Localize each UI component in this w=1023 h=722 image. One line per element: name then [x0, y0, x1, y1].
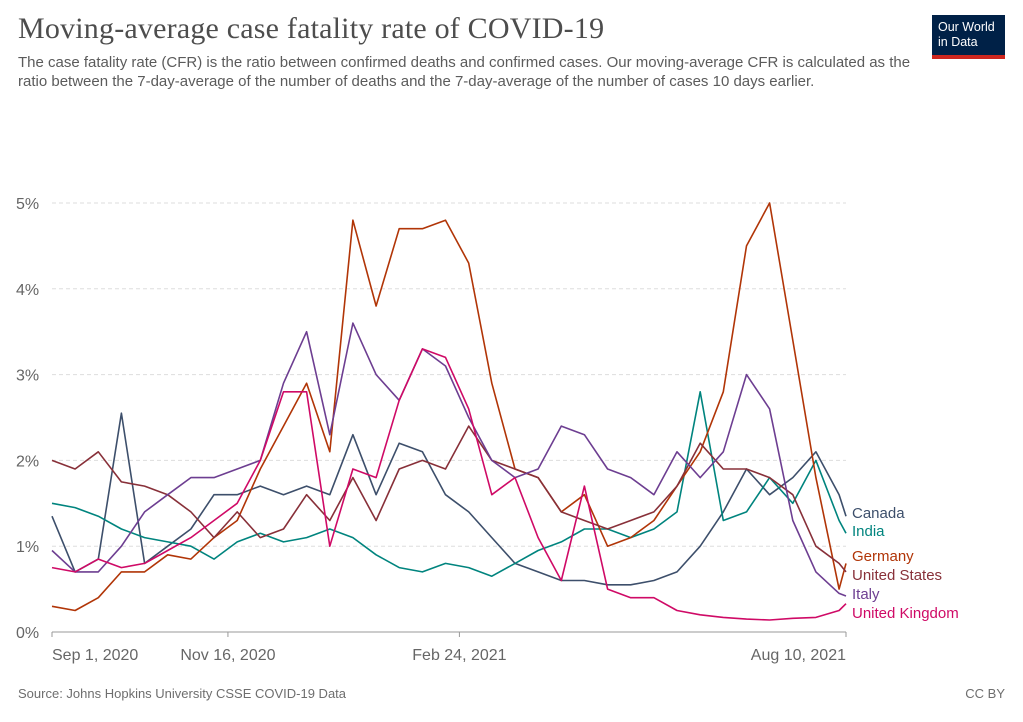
series-label[interactable]: United Kingdom — [852, 605, 959, 622]
y-tick-label: 5% — [16, 196, 39, 213]
series-line-india — [51, 390, 847, 578]
series-line-united-states — [51, 425, 847, 573]
chart-title: Moving-average case fatality rate of COV… — [18, 12, 605, 45]
series-label[interactable]: India — [852, 523, 885, 540]
y-tick-label: 4% — [16, 282, 39, 299]
series-line-canada — [51, 412, 847, 586]
series-line-italy — [51, 322, 847, 597]
owid-logo[interactable]: Our World in Data — [932, 15, 1005, 59]
chart-subtitle: The case fatality rate (CFR) is the rati… — [18, 54, 911, 90]
y-tick-label: 2% — [16, 453, 39, 470]
series-line-united-kingdom — [51, 348, 847, 621]
x-tick-label: Aug 10, 2021 — [751, 647, 846, 664]
x-tick-label: Sep 1, 2020 — [52, 647, 138, 664]
logo-line-1: Our World — [938, 20, 995, 34]
source-note[interactable]: Source: Johns Hopkins University CSSE CO… — [18, 686, 347, 701]
logo-line-2: in Data — [938, 35, 978, 49]
x-tick-label: Feb 24, 2021 — [412, 647, 506, 664]
x-tick-label: Nov 16, 2020 — [180, 647, 275, 664]
series-line-germany — [51, 202, 847, 612]
y-tick-label: 0% — [16, 625, 39, 642]
series-label[interactable]: Italy — [852, 586, 880, 603]
series-label[interactable]: Germany — [852, 548, 914, 565]
series-label[interactable]: Canada — [852, 505, 905, 522]
series-label[interactable]: United States — [852, 567, 942, 584]
license-link[interactable]: CC BY — [965, 686, 1005, 701]
y-tick-label: 3% — [16, 368, 39, 385]
y-tick-label: 1% — [16, 539, 39, 556]
